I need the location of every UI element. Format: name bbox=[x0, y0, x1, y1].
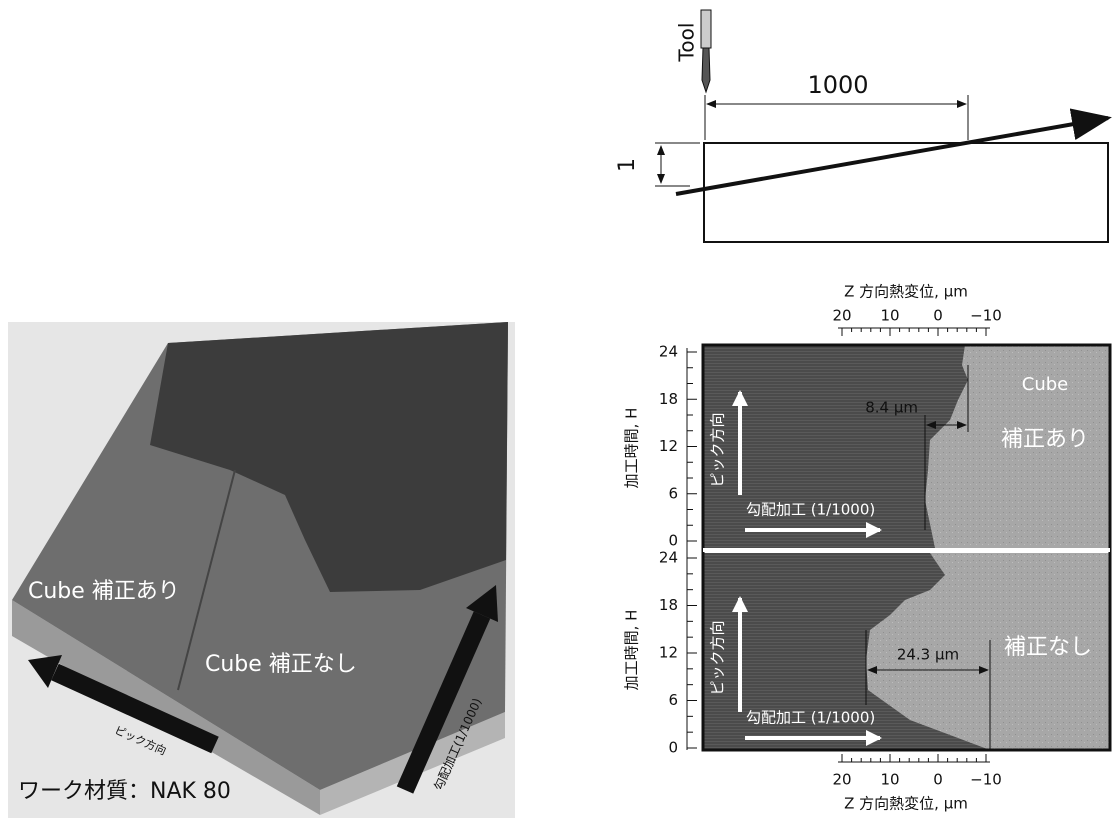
x-tick-label: −10 bbox=[970, 307, 1002, 325]
gap-label: 24.3 μm bbox=[897, 646, 959, 664]
figure: Cube 補正あり Cube 補正なし ピック方向 勾配加工(1/1000) ワ… bbox=[0, 0, 1113, 819]
x-tick-label: 0 bbox=[933, 307, 943, 325]
length-label: 1000 bbox=[807, 71, 868, 99]
x-tick-label: 0 bbox=[933, 771, 943, 789]
height-label: 1 bbox=[615, 158, 640, 172]
y-axis-title: 加工時間, H bbox=[623, 610, 641, 691]
x-axis-title: Z 方向熱変位, μm bbox=[844, 795, 968, 813]
x-tick-label: 20 bbox=[832, 771, 851, 789]
panel-label: 補正あり bbox=[1001, 427, 1089, 452]
pick-label: ピック方向 bbox=[709, 620, 727, 695]
y-tick-label: 24 bbox=[659, 343, 678, 361]
photo: Cube 補正あり Cube 補正なし ピック方向 勾配加工(1/1000) ワ… bbox=[8, 322, 515, 818]
slope-label: 勾配加工 (1/1000) bbox=[746, 501, 875, 519]
y-tick-label: 18 bbox=[659, 596, 678, 614]
pick-label: ピック方向 bbox=[709, 412, 727, 487]
y-tick-label: 18 bbox=[659, 390, 678, 408]
x-tick-label: 10 bbox=[880, 307, 899, 325]
x-tick-label: −10 bbox=[970, 771, 1002, 789]
schematic: Tool 1000 1 bbox=[615, 10, 1108, 242]
y-tick-label: 12 bbox=[659, 644, 678, 662]
y-tick-label: 0 bbox=[668, 739, 678, 757]
y-tick-label: 24 bbox=[659, 549, 678, 567]
tool-bit bbox=[702, 48, 710, 92]
y-tick-label: 6 bbox=[668, 691, 678, 709]
y-axis-title: 加工時間, H bbox=[623, 408, 641, 489]
label-without: Cube 補正なし bbox=[205, 652, 357, 677]
x-tick-label: 10 bbox=[880, 771, 899, 789]
thermal-map: Z 方向熱変位, μm Z 方向熱変位, μm 8.4 μm Cube 補正あり… bbox=[623, 283, 1111, 813]
x-axis-title: Z 方向熱変位, μm bbox=[844, 283, 968, 301]
slope-label: 勾配加工 (1/1000) bbox=[746, 709, 875, 727]
workpiece bbox=[704, 143, 1108, 242]
panel-label-top: Cube bbox=[1022, 374, 1068, 395]
x-tick-label: 20 bbox=[832, 307, 851, 325]
gap-label: 8.4 μm bbox=[865, 399, 918, 417]
y-tick-label: 0 bbox=[668, 532, 678, 550]
label-with: Cube 補正あり bbox=[28, 579, 180, 604]
tool-label: Tool bbox=[675, 23, 699, 63]
page: {"photo": {"label_with": "Cube 補正あり", "l… bbox=[0, 0, 1113, 823]
panel-label: 補正なし bbox=[1004, 635, 1092, 660]
material-label: ワーク材質：NAK 80 bbox=[18, 779, 231, 804]
y-tick-label: 6 bbox=[668, 484, 678, 502]
tool-holder bbox=[701, 10, 711, 48]
slope-path bbox=[676, 118, 1108, 194]
y-tick-label: 12 bbox=[659, 437, 678, 455]
